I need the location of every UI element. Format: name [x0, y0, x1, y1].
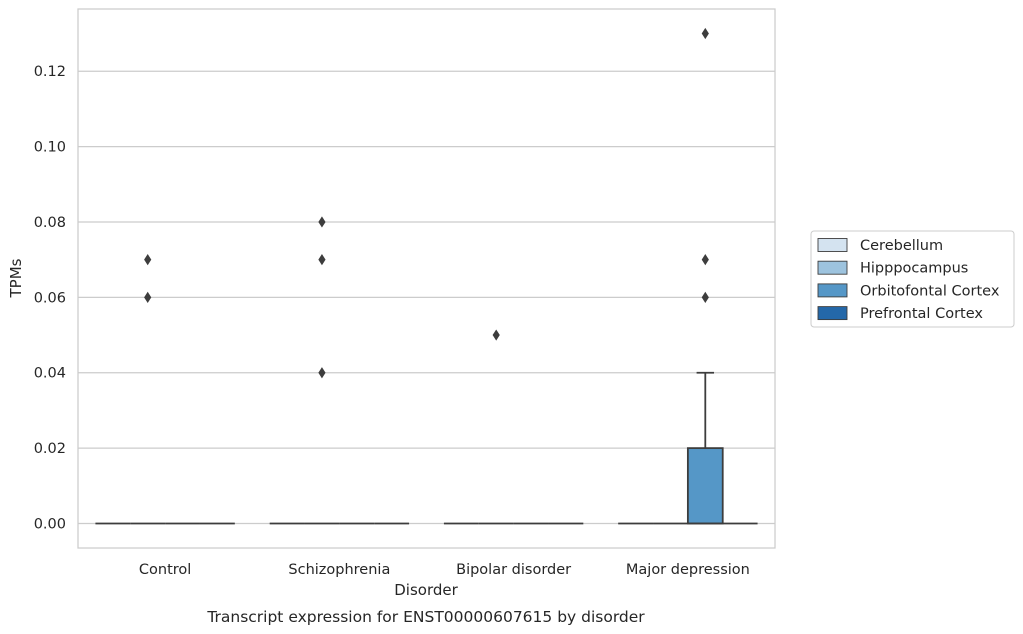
outlier-point [492, 329, 500, 341]
legend-label: Prefrontal Cortex [860, 306, 983, 322]
y-tick-label: 0.00 [34, 517, 66, 533]
y-tick-label: 0.02 [34, 441, 66, 457]
outlier-point [701, 254, 709, 266]
box-control-hipppocampus [130, 254, 166, 525]
outlier-point [701, 291, 709, 303]
outlier-point [701, 27, 709, 40]
box-schizophrenia-hipppocampus [304, 216, 340, 525]
outlier-point [318, 254, 326, 266]
outlier-point [144, 291, 152, 303]
outlier-point [318, 216, 326, 228]
y-tick-label: 0.06 [34, 290, 66, 306]
legend-label: Hipppocampus [860, 261, 968, 277]
y-tick-labels: 0.00 0.02 0.04 0.06 0.08 0.10 0.12 [34, 64, 66, 532]
x-tick-label: Bipolar disorder [456, 562, 571, 578]
outlier-point [318, 367, 326, 379]
box-major-depression-orbitofontal-cortex [686, 27, 724, 525]
y-tick-label: 0.10 [34, 140, 66, 156]
legend-items: Cerebellum Hipppocampus Orbitofontal Corte… [817, 238, 1000, 322]
y-tick-label: 0.12 [34, 64, 66, 80]
x-tick-label: Control [139, 562, 191, 578]
y-tick-label: 0.08 [34, 215, 66, 231]
legend-frame [810, 230, 1015, 328]
x-tick-label: Major depression [626, 562, 750, 578]
outlier-point [144, 254, 152, 266]
y-tick-label: 0.04 [34, 366, 66, 382]
legend-swatch [817, 238, 848, 252]
boxes-layer [95, 27, 758, 525]
legend-swatch [817, 260, 848, 275]
legend-label: Orbitofontal Cortex [860, 283, 1000, 299]
grid-lines [78, 70, 775, 525]
box-bipolar-disorder-hipppocampus [478, 329, 514, 525]
legend-swatch [817, 283, 848, 298]
x-tick-label: Schizophrenia [288, 562, 390, 578]
box-body [686, 447, 724, 525]
legend: Cerebellum Hipppocampus Orbitofontal Corte… [810, 230, 1015, 328]
legend-label: Cerebellum [860, 238, 943, 254]
x-axis-label: Disorder [394, 581, 458, 599]
legend-swatch [817, 306, 848, 321]
plot-area-frame [77, 8, 776, 549]
chart-caption: Transcript expression for ENST0000060761… [206, 608, 645, 626]
y-axis-label: TPMs [7, 258, 25, 298]
x-tick-labels: Control Schizophrenia Bipolar disorder Majo… [139, 562, 750, 578]
